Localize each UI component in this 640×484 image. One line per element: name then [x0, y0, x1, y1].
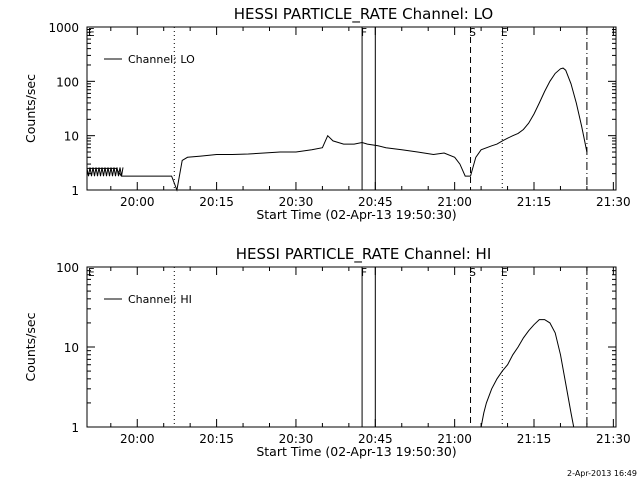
x-tick-label: 20:00 — [120, 195, 155, 209]
y-tick-label: 10 — [64, 130, 79, 144]
y-tick-label: 10 — [64, 341, 79, 355]
chart-title: HESSI PARTICLE_RATE Channel: HI — [236, 245, 492, 264]
event-marker-label: F — [361, 267, 367, 279]
plot-frame — [87, 267, 616, 427]
event-marker-label: F — [361, 27, 367, 39]
y-tick-label: 1000 — [48, 21, 79, 35]
y-tick-label: 100 — [56, 75, 79, 89]
corner-marker-label: E — [88, 27, 95, 39]
series-line-lo — [87, 68, 587, 190]
event-marker-label: S — [469, 27, 476, 39]
x-tick-label: 20:00 — [120, 432, 155, 446]
x-axis-label: Start Time (02-Apr-13 19:50:30) — [256, 207, 456, 222]
x-axis-label: Start Time (02-Apr-13 19:50:30) — [256, 444, 456, 459]
x-tick-label: 20:15 — [199, 432, 234, 446]
timestamp-label: 2-Apr-2013 16:49 — [567, 469, 637, 478]
baseline-jitter — [87, 167, 123, 176]
y-axis-label: Counts/sec — [23, 312, 38, 381]
y-tick-label: 1 — [71, 184, 79, 198]
event-marker-label: E — [501, 27, 508, 39]
corner-marker-label: E — [88, 267, 95, 279]
y-axis-label: Counts/sec — [23, 74, 38, 143]
y-tick-label: 100 — [56, 261, 79, 275]
panel-lo: HESSI PARTICLE_RATE Channel: LO 1 10 100 100… — [23, 5, 631, 222]
x-tick-label: 21:30 — [596, 432, 631, 446]
y-tick-label: 1 — [71, 421, 79, 435]
panel-hi: HESSI PARTICLE_RATE Channel: HI 1 10 100 20:… — [23, 245, 631, 459]
legend-entry: Channel: HI — [128, 293, 192, 306]
legend-entry: Channel: LO — [128, 53, 195, 66]
x-tick-label: 21:30 — [596, 195, 631, 209]
x-tick-label: 21:15 — [517, 195, 552, 209]
event-marker-label: E — [501, 267, 508, 279]
chart-title: HESSI PARTICLE_RATE Channel: LO — [234, 5, 493, 24]
event-marker-label: S — [469, 267, 476, 279]
x-tick-label: 21:15 — [517, 432, 552, 446]
x-tick-label: 20:15 — [199, 195, 234, 209]
series-line-hi — [481, 320, 574, 427]
